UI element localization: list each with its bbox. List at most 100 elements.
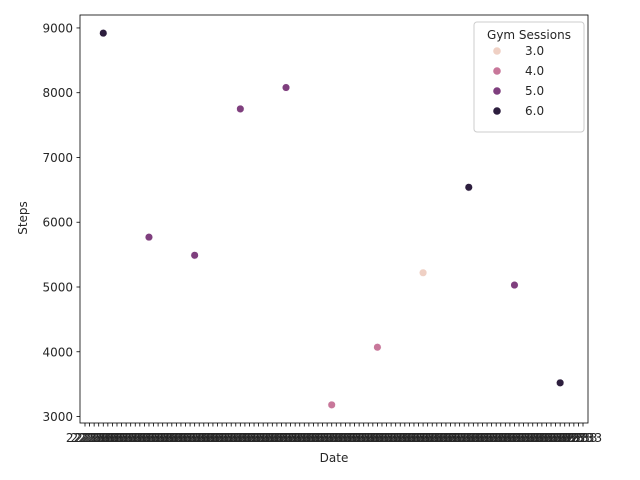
x-tick-label: 22233 [473,431,511,445]
data-point [556,378,565,387]
x-tick-label: 22233 [75,431,113,445]
x-tick-label: 22233 [249,431,287,445]
x-tick-label: 22233 [532,431,570,445]
x-tick-label: 22233 [555,431,593,445]
y-tick-label: 7000 [42,151,73,165]
data-point [373,343,382,352]
x-tick-label: 22233 [390,431,428,445]
y-axis-ticks: 3000 4000 5000 6000 7000 8000 9000 [42,21,80,424]
x-tick-label: 22233 [505,431,543,445]
x-tick-label: 22233 [303,431,341,445]
x-tick-label: 22233 [550,431,588,445]
x-tick-label: 22233 [226,431,264,445]
x-tick-label: 22233 [272,431,310,445]
x-tick-label: 22233 [486,431,524,445]
x-tick-label: 22233 [235,431,273,445]
x-tick-label: 22233 [93,431,131,445]
x-tick-label: 22233 [340,431,378,445]
x-tick-label: 22233 [244,431,282,445]
x-tick-label: 22233 [514,431,552,445]
x-tick-label: 22233 [194,431,232,445]
x-tick-label: 22233 [331,431,369,445]
data-point [144,233,154,242]
y-tick-label: 5000 [42,281,73,295]
x-tick-label: 22233 [198,431,236,445]
x-tick-label: 22233 [180,431,218,445]
x-tick-label: 22233 [523,431,561,445]
x-tick-label: 22233 [308,431,346,445]
x-tick-label: 22233 [267,431,305,445]
x-tick-label: 22233 [409,431,447,445]
y-tick-label: 8000 [42,86,73,100]
x-tick-label: 22233 [363,431,401,445]
x-tick-label: 22233 [98,431,136,445]
x-tick-label: 22233 [399,431,437,445]
x-tick-label: 22233 [358,431,396,445]
x-tick-label: 22233 [436,431,474,445]
x-tick-label: 22233 [294,431,332,445]
x-tick-label: 22233 [313,431,351,445]
data-point [281,83,291,92]
data-point [236,104,245,113]
x-tick-label: 22233 [144,431,182,445]
x-tick-label: 22233 [354,431,392,445]
x-tick-label: 22233 [70,431,108,445]
legend-label: 5.0 [525,84,544,98]
legend-marker [493,107,501,115]
x-axis-ticks: 2223322233222332223322233222332223322233… [66,423,602,445]
x-tick-label: 22233 [450,431,488,445]
legend-marker [493,47,501,55]
x-tick-label: 22233 [418,431,456,445]
legend-label: 4.0 [525,64,544,78]
x-tick-label: 22233 [381,431,419,445]
x-tick-label: 22233 [162,431,200,445]
x-tick-label: 22233 [468,431,506,445]
legend-marker [493,67,501,75]
x-tick-label: 22233 [431,431,469,445]
x-tick-label: 22233 [326,431,364,445]
x-tick-label: 22233 [157,431,195,445]
x-tick-label: 22233 [253,431,291,445]
x-tick-label: 22233 [299,431,337,445]
x-tick-label: 22233 [84,431,122,445]
x-tick-label: 22233 [290,431,328,445]
x-tick-label: 22233 [112,431,150,445]
x-tick-label: 22233 [536,431,574,445]
x-tick-label: 22233 [527,431,565,445]
x-tick-label: 22233 [377,431,415,445]
legend-title: Gym Sessions [487,28,571,42]
x-tick-label: 22233 [125,431,163,445]
data-point [327,400,336,409]
data-points [99,29,565,409]
x-tick-label: 22233 [500,431,538,445]
legend-label: 6.0 [525,104,544,118]
plot-border [79,14,589,424]
x-tick-label: 22233 [445,431,483,445]
x-tick-label: 22233 [546,431,584,445]
x-tick-label: 22233 [482,431,520,445]
x-tick-label: 22233 [335,431,373,445]
y-tick-label: 9000 [42,21,73,35]
data-point [190,251,199,260]
x-tick-label: 22233 [240,431,278,445]
data-point [510,281,519,290]
x-tick-label: 22233 [212,431,250,445]
x-tick-label: 22233 [134,431,172,445]
y-tick-label: 4000 [42,345,73,359]
x-tick-label: 22233 [148,431,186,445]
x-tick-label: 22233 [107,431,145,445]
x-tick-label: 22233 [130,431,168,445]
x-tick-label: 22233 [559,431,597,445]
x-tick-label: 22233 [116,431,154,445]
x-tick-label: 22233 [518,431,556,445]
data-point [99,29,108,38]
x-tick-label: 22233 [285,431,323,445]
x-tick-label: 22233 [281,431,319,445]
x-tick-label: 22233 [171,431,209,445]
y-tick-label: 6000 [42,216,73,230]
x-tick-label: 22233 [454,431,492,445]
x-tick-label: 22233 [477,431,515,445]
legend-box [473,21,585,133]
x-tick-label: 22233 [491,431,529,445]
